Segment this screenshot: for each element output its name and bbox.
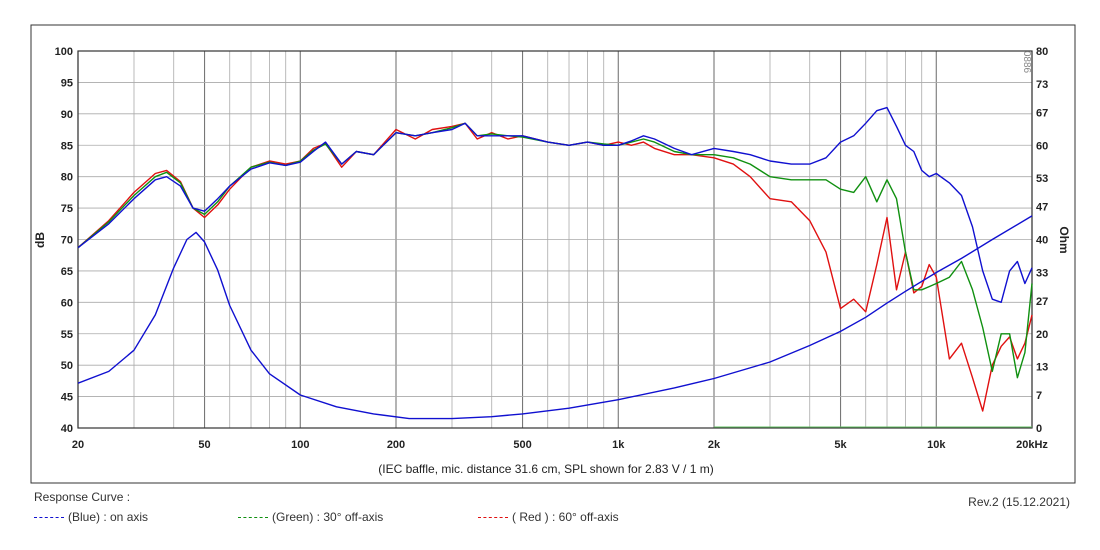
x-tick-label: 20 [72,439,84,451]
y-right-tick-label: 27 [1036,296,1048,308]
x-tick-label: 100 [291,439,309,451]
y-left-tick-label: 45 [61,392,73,404]
x-tick-label: 1k [612,439,625,451]
chart-watermark: 0886 [1021,51,1032,74]
y-left-tick-label: 90 [61,109,73,121]
legend-swatch-red [478,517,508,519]
series-line-blue [77,106,1033,303]
x-tick-label: 50 [198,439,210,451]
x-tick-label: 200 [387,439,405,451]
chart-svg: 20 50 100 200 500 1k 2k 5k 10k 20kHz4045505560657… [30,24,1076,484]
y-left-tick-label: 40 [61,423,73,435]
revision-label: Rev.2 (15.12.2021) [968,495,1070,509]
legend-swatch-green [238,517,268,519]
tick-layer: 20 50 100 200 500 1k 2k 5k 10k 20kHz4045505560657… [55,46,1049,451]
y-right-tick-label: 53 [1036,173,1048,185]
y-right-tick-label: 33 [1036,267,1048,279]
y-left-tick-label: 85 [61,140,73,152]
y-left-tick-label: 80 [61,172,73,184]
y-right-tick-label: 73 [1036,79,1048,91]
y-left-tick-label: 60 [61,297,73,309]
y-right-tick-label: 0 [1036,423,1042,435]
y-left-tick-label: 70 [61,235,73,247]
chart-frame [30,24,1076,484]
y-right-tick-label: 20 [1036,329,1048,341]
y-right-tick-label: 40 [1036,235,1048,247]
legend-label-red: ( Red ) : 60° off-axis [512,510,619,524]
y-axis-label-right: Ohm [1057,226,1071,253]
series-layer [77,106,1033,420]
y-right-tick-label: 13 [1036,362,1048,374]
x-tick-label: 20kHz [1016,439,1048,451]
grid-layer [77,50,1033,429]
response-curve-label: Response Curve : [34,490,131,504]
x-tick-label: 5k [834,439,847,451]
legend-swatch-blue [34,517,64,519]
y-left-tick-label: 65 [61,266,73,278]
y-right-tick-label: 80 [1036,46,1048,58]
y-left-tick-label: 55 [61,329,73,341]
legend-item-blue: (Blue) : on axis [34,510,148,524]
y-left-tick-label: 75 [61,203,73,215]
y-right-tick-label: 60 [1036,140,1048,152]
x-axis-label: (IEC baffle, mic. distance 31.6 cm, SPL … [378,462,713,476]
y-left-tick-label: 95 [61,77,73,89]
x-tick-label: 2k [708,439,721,451]
x-tick-label: 10k [927,439,946,451]
legend-label-green: (Green) : 30° off-axis [272,510,384,524]
legend-item-green: (Green) : 30° off-axis [238,510,383,524]
y-left-tick-label: 50 [61,360,73,372]
y-right-tick-label: 7 [1036,390,1042,402]
y-right-tick-label: 47 [1036,202,1048,214]
x-tick-label: 500 [513,439,531,451]
y-axis-label-left: dB [33,232,47,248]
legend-label-blue: (Blue) : on axis [68,510,149,524]
legend-item-red: ( Red ) : 60° off-axis [478,510,619,524]
plot-area-border [77,50,1033,429]
y-right-tick-label: 67 [1036,107,1048,119]
series-line-impedance [77,215,1033,420]
y-left-tick-label: 100 [55,46,73,58]
